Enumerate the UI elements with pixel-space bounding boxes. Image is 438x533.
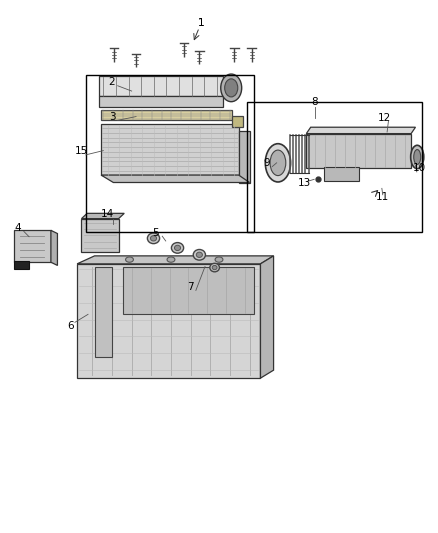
Polygon shape: [306, 134, 411, 168]
Polygon shape: [101, 175, 250, 182]
Polygon shape: [239, 131, 250, 182]
Bar: [86, 75, 254, 232]
Ellipse shape: [150, 236, 156, 241]
Text: 9: 9: [264, 158, 270, 168]
Ellipse shape: [167, 257, 175, 262]
Ellipse shape: [210, 263, 219, 272]
Polygon shape: [14, 261, 29, 269]
Polygon shape: [232, 116, 244, 127]
Polygon shape: [95, 266, 112, 357]
Text: 11: 11: [376, 192, 389, 203]
Text: 13: 13: [297, 177, 311, 188]
Ellipse shape: [414, 150, 421, 165]
Ellipse shape: [212, 265, 217, 270]
Text: 15: 15: [75, 146, 88, 156]
Polygon shape: [324, 166, 359, 181]
Ellipse shape: [225, 79, 238, 97]
Polygon shape: [99, 96, 223, 107]
Ellipse shape: [411, 146, 424, 168]
Ellipse shape: [193, 249, 205, 260]
Ellipse shape: [265, 144, 290, 182]
Text: 10: 10: [413, 163, 427, 173]
Ellipse shape: [221, 74, 242, 102]
Text: 6: 6: [67, 321, 74, 331]
Polygon shape: [101, 110, 232, 120]
Polygon shape: [81, 213, 124, 219]
Polygon shape: [14, 230, 51, 262]
Text: 7: 7: [187, 282, 194, 292]
Polygon shape: [99, 76, 223, 96]
Text: 1: 1: [198, 18, 205, 28]
Text: 5: 5: [152, 228, 159, 238]
Polygon shape: [77, 264, 261, 378]
Bar: [247, 102, 422, 232]
Polygon shape: [306, 127, 416, 134]
Ellipse shape: [148, 233, 159, 244]
Ellipse shape: [196, 252, 202, 257]
Polygon shape: [51, 230, 57, 265]
Text: 14: 14: [101, 209, 114, 220]
Text: 3: 3: [109, 111, 115, 122]
Polygon shape: [261, 256, 274, 378]
Polygon shape: [101, 124, 239, 175]
Ellipse shape: [126, 257, 134, 262]
Ellipse shape: [171, 243, 184, 253]
Polygon shape: [77, 256, 274, 264]
Text: 2: 2: [109, 77, 115, 87]
Polygon shape: [81, 219, 119, 252]
Text: 1: 1: [198, 18, 205, 28]
Text: 4: 4: [15, 223, 21, 233]
Ellipse shape: [270, 150, 286, 175]
Ellipse shape: [215, 257, 223, 262]
Text: 12: 12: [378, 112, 392, 123]
Polygon shape: [123, 266, 254, 314]
Text: 8: 8: [312, 96, 318, 107]
Ellipse shape: [174, 245, 180, 251]
